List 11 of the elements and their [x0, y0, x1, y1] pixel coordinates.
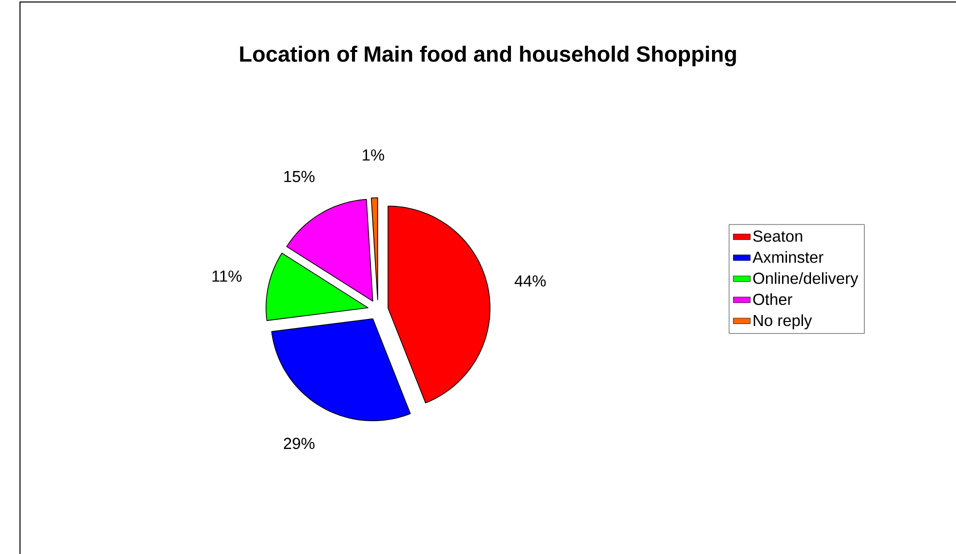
data-label: 1%: [362, 149, 384, 161]
legend-label: Other: [753, 293, 792, 306]
data-label: 15%: [284, 170, 315, 182]
legend-label: Online/delivery: [753, 272, 858, 288]
data-label: 44%: [514, 275, 546, 287]
legend-label: Axminster: [752, 251, 824, 263]
legend-label: Seaton: [753, 230, 802, 242]
chart-title: Location of Main food and household Shopping: [240, 46, 736, 66]
data-label: 11%: [212, 270, 242, 282]
legend-label: No reply: [754, 314, 812, 330]
data-label: 29%: [284, 438, 315, 450]
